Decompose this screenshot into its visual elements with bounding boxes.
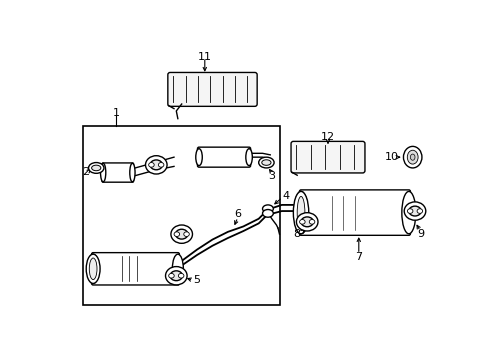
- Ellipse shape: [183, 232, 189, 237]
- Ellipse shape: [293, 192, 307, 234]
- Text: 4: 4: [282, 191, 288, 201]
- Text: 11: 11: [197, 52, 211, 62]
- Text: 3: 3: [268, 171, 275, 181]
- Ellipse shape: [87, 254, 99, 283]
- Ellipse shape: [129, 163, 135, 182]
- Ellipse shape: [195, 149, 202, 166]
- Ellipse shape: [416, 209, 422, 213]
- Text: 7: 7: [354, 252, 362, 262]
- Text: 5: 5: [193, 275, 200, 285]
- Ellipse shape: [150, 160, 162, 170]
- Ellipse shape: [170, 271, 182, 281]
- Ellipse shape: [301, 217, 313, 227]
- Ellipse shape: [297, 197, 305, 229]
- Ellipse shape: [101, 163, 105, 182]
- Ellipse shape: [171, 225, 192, 243]
- Ellipse shape: [245, 149, 252, 166]
- Ellipse shape: [175, 229, 187, 239]
- Ellipse shape: [262, 205, 273, 213]
- Ellipse shape: [88, 163, 104, 173]
- Ellipse shape: [296, 213, 317, 231]
- Ellipse shape: [409, 154, 414, 160]
- Ellipse shape: [408, 206, 420, 216]
- Ellipse shape: [261, 160, 270, 165]
- Ellipse shape: [407, 209, 412, 213]
- Ellipse shape: [168, 274, 174, 278]
- Ellipse shape: [89, 258, 97, 280]
- Ellipse shape: [91, 165, 101, 171]
- Ellipse shape: [401, 192, 415, 234]
- FancyBboxPatch shape: [290, 141, 364, 173]
- Ellipse shape: [258, 157, 274, 168]
- Ellipse shape: [145, 156, 167, 174]
- Ellipse shape: [174, 232, 179, 237]
- Ellipse shape: [299, 220, 305, 224]
- FancyBboxPatch shape: [197, 147, 250, 167]
- Ellipse shape: [293, 192, 308, 234]
- Ellipse shape: [86, 254, 100, 283]
- Text: 9: 9: [416, 229, 423, 239]
- Ellipse shape: [308, 220, 314, 224]
- Ellipse shape: [178, 274, 183, 278]
- Text: 6: 6: [234, 209, 241, 219]
- Ellipse shape: [158, 163, 163, 167]
- Ellipse shape: [148, 163, 154, 167]
- Bar: [83, 126, 280, 305]
- Text: 8: 8: [293, 229, 300, 239]
- Ellipse shape: [403, 147, 421, 168]
- Text: 10: 10: [384, 152, 398, 162]
- Ellipse shape: [262, 210, 273, 217]
- FancyBboxPatch shape: [91, 253, 179, 285]
- Text: 1: 1: [113, 108, 120, 118]
- Text: 2: 2: [81, 167, 89, 177]
- Ellipse shape: [407, 150, 417, 164]
- Ellipse shape: [404, 202, 425, 220]
- FancyBboxPatch shape: [299, 190, 409, 235]
- Ellipse shape: [172, 254, 183, 283]
- FancyBboxPatch shape: [167, 72, 257, 106]
- Ellipse shape: [165, 266, 187, 285]
- Text: 12: 12: [320, 132, 334, 142]
- FancyBboxPatch shape: [102, 163, 133, 182]
